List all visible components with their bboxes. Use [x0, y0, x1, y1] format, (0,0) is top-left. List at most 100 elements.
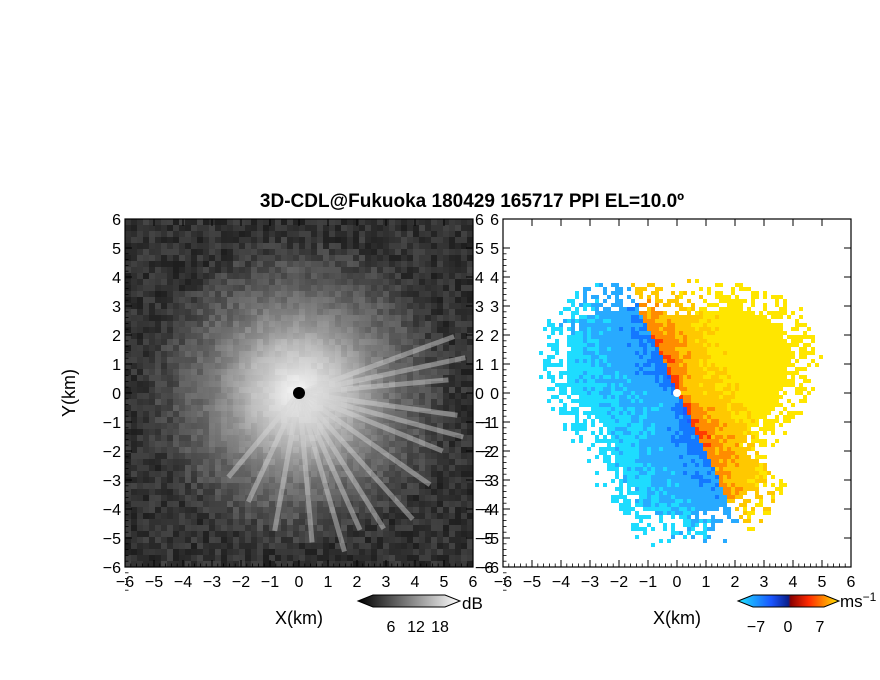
backscatter-pixel — [443, 549, 449, 555]
velocity-pixel — [639, 379, 643, 383]
backscatter-pixel — [245, 243, 251, 249]
backscatter-pixel — [467, 273, 473, 279]
velocity-pixel — [551, 363, 555, 367]
velocity-pixel — [627, 383, 631, 387]
velocity-pixel — [599, 339, 603, 343]
velocity-pixel — [671, 371, 675, 375]
backscatter-pixel — [143, 513, 149, 519]
backscatter-pixel — [143, 417, 149, 423]
velocity-pixel — [795, 319, 799, 323]
velocity-pixel — [639, 295, 643, 299]
backscatter-pixel — [299, 555, 305, 561]
backscatter-pixel — [425, 237, 431, 243]
velocity-pixel — [723, 335, 727, 339]
backscatter-pixel — [395, 267, 401, 273]
backscatter-pixel — [371, 513, 377, 519]
backscatter-pixel — [401, 279, 407, 285]
backscatter-pixel — [125, 537, 131, 543]
backscatter-pixel — [137, 303, 143, 309]
backscatter-pixel — [131, 357, 137, 363]
y-tick-label-right: −3 — [475, 473, 493, 490]
backscatter-pixel — [167, 309, 173, 315]
velocity-pixel — [583, 363, 587, 367]
velocity-pixel — [667, 391, 671, 395]
velocity-pixel — [735, 331, 739, 335]
velocity-pixel — [703, 347, 707, 351]
velocity-pixel — [683, 351, 687, 355]
backscatter-pixel — [125, 333, 131, 339]
backscatter-pixel — [419, 231, 425, 237]
velocity-pixel — [627, 307, 631, 311]
backscatter-pixel — [149, 315, 155, 321]
velocity-pixel — [683, 363, 687, 367]
backscatter-pixel — [251, 525, 257, 531]
backscatter-pixel — [431, 441, 437, 447]
backscatter-pixel — [437, 411, 443, 417]
backscatter-pixel — [461, 339, 467, 345]
backscatter-pixel — [449, 471, 455, 477]
velocity-pixel — [763, 359, 767, 363]
velocity-pixel — [675, 351, 679, 355]
velocity-pixel — [695, 331, 699, 335]
backscatter-pixel — [167, 315, 173, 321]
backscatter-pixel — [467, 465, 473, 471]
backscatter-pixel — [149, 219, 155, 225]
velocity-pixel — [779, 335, 783, 339]
velocity-pixel — [743, 335, 747, 339]
backscatter-pixel — [437, 447, 443, 453]
velocity-pixel — [719, 319, 723, 323]
backscatter-pixel — [431, 291, 437, 297]
velocity-pixel — [707, 371, 711, 375]
velocity-pixel — [707, 327, 711, 331]
backscatter-pixel — [425, 465, 431, 471]
velocity-pixel — [747, 359, 751, 363]
velocity-pixel — [771, 347, 775, 351]
velocity-pixel — [639, 327, 643, 331]
velocity-pixel — [595, 299, 599, 303]
backscatter-pixel — [419, 303, 425, 309]
velocity-pixel — [607, 351, 611, 355]
velocity-pixel — [675, 327, 679, 331]
velocity-pixel — [807, 391, 811, 395]
backscatter-pixel — [335, 243, 341, 249]
velocity-pixel — [643, 391, 647, 395]
velocity-pixel — [603, 343, 607, 347]
backscatter-pixel — [143, 531, 149, 537]
velocity-pixel — [699, 379, 703, 383]
backscatter-pixel — [449, 279, 455, 285]
velocity-pixel — [595, 303, 599, 307]
backscatter-pixel — [455, 441, 461, 447]
backscatter-pixel — [149, 477, 155, 483]
backscatter-pixel — [431, 507, 437, 513]
velocity-pixel — [719, 307, 723, 311]
backscatter-pixel — [167, 273, 173, 279]
backscatter-pixel — [335, 561, 341, 567]
velocity-pixel — [719, 359, 723, 363]
backscatter-pixel — [137, 435, 143, 441]
backscatter-pixel — [467, 351, 473, 357]
backscatter-pixel — [149, 231, 155, 237]
backscatter-pixel — [461, 267, 467, 273]
velocity-pixel — [615, 319, 619, 323]
backscatter-pixel — [323, 225, 329, 231]
backscatter-beam — [296, 392, 315, 543]
velocity-pixel — [799, 367, 803, 371]
velocity-pixel — [715, 311, 719, 315]
velocity-pixel — [571, 331, 575, 335]
backscatter-pixel — [389, 243, 395, 249]
backscatter-pixel — [185, 279, 191, 285]
backscatter-pixel — [437, 303, 443, 309]
backscatter-pixel — [233, 549, 239, 555]
backscatter-pixel — [395, 273, 401, 279]
velocity-pixel — [719, 291, 723, 295]
velocity-pixel — [651, 387, 655, 391]
backscatter-pixel — [275, 231, 281, 237]
backscatter-pixel — [317, 561, 323, 567]
backscatter-pixel — [173, 483, 179, 489]
backscatter-pixel — [137, 459, 143, 465]
velocity-pixel — [751, 319, 755, 323]
velocity-pixel — [707, 391, 711, 395]
velocity-pixel — [591, 307, 595, 311]
backscatter-pixel — [455, 501, 461, 507]
backscatter-pixel — [431, 465, 437, 471]
